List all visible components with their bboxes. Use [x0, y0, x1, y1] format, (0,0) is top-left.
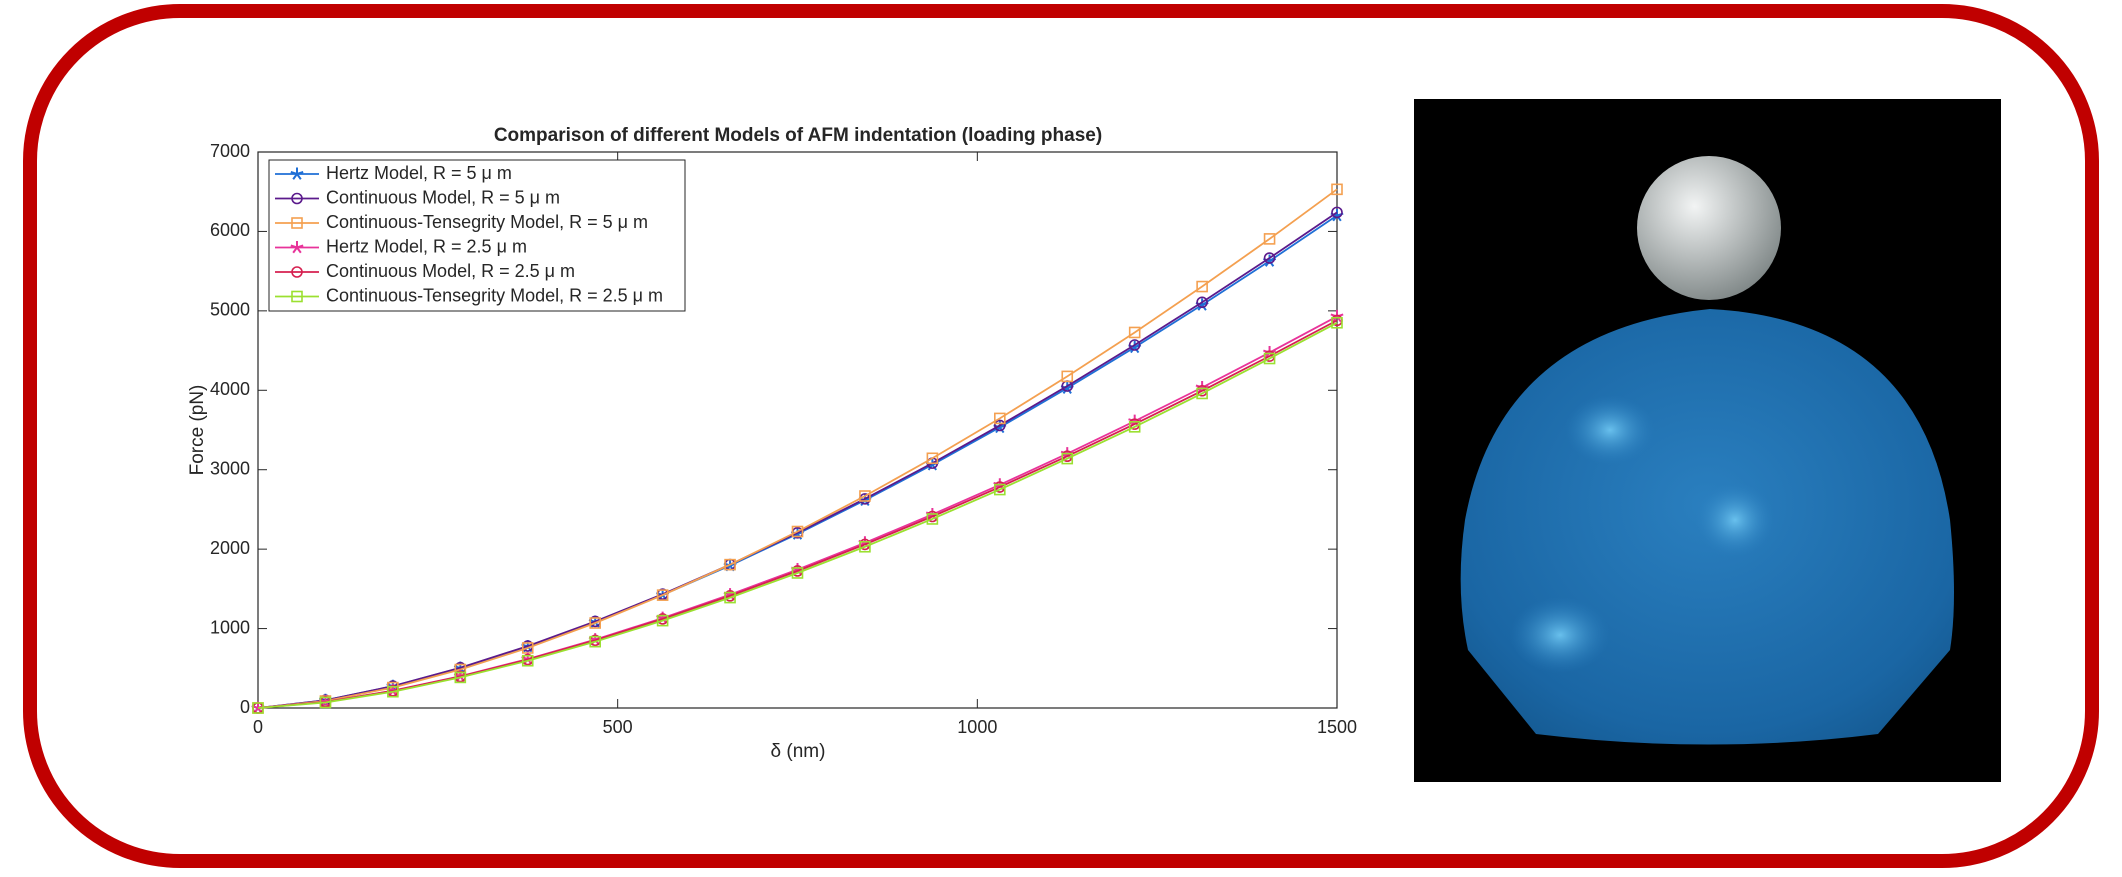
marker [1331, 316, 1343, 329]
marker [319, 696, 332, 709]
marker [1128, 326, 1141, 339]
legend-marker [291, 266, 303, 278]
marker [1128, 339, 1141, 351]
marker [589, 617, 601, 629]
y-tick-label: 1000 [210, 617, 250, 637]
legend-label: Continuous Model, R = 2.5 μ m [326, 261, 575, 281]
y-tick-label: 7000 [210, 141, 250, 161]
marker [859, 540, 871, 553]
marker [1330, 209, 1344, 222]
chart: Comparison of different Models of AFM in… [187, 125, 1357, 762]
marker [1263, 233, 1276, 245]
x-axis-label: δ (nm) [771, 741, 826, 762]
marker [723, 559, 737, 572]
marker [926, 452, 939, 465]
marker [521, 654, 534, 667]
x-tick-label: 1000 [957, 717, 997, 737]
y-tick-label: 6000 [210, 220, 250, 240]
marker [252, 702, 264, 714]
marker [1061, 370, 1074, 383]
marker [1128, 421, 1141, 433]
legend-label: Hertz Model, R = 5 μ m [326, 163, 512, 183]
legend-marker [291, 290, 303, 303]
marker [1330, 309, 1344, 323]
legend-marker [290, 241, 304, 254]
marker [656, 614, 669, 627]
marker [994, 419, 1006, 432]
legend-label: Continuous Model, R = 5 μ m [326, 187, 560, 207]
marker [994, 412, 1006, 425]
y-tick-label: 3000 [210, 458, 250, 478]
series-line [257, 211, 1338, 709]
marker [656, 589, 669, 601]
legend-label: Continuous-Tensegrity Model, R = 5 μ m [326, 212, 648, 232]
legend-label: Continuous-Tensegrity Model, R = 2.5 μ m [326, 285, 663, 305]
y-tick-label: 5000 [210, 300, 250, 320]
y-axis-label: Force (pN) [187, 385, 208, 476]
x-tick-label: 500 [603, 717, 633, 737]
marker [1331, 183, 1343, 196]
y-tick-label: 0 [240, 697, 250, 717]
series-line [257, 188, 1338, 709]
marker [791, 525, 804, 538]
marker [387, 685, 399, 698]
frame [23, 4, 2099, 868]
marker [1331, 206, 1343, 219]
legend: Hertz Model, R = 5 μ m Continuous Model, … [268, 159, 686, 312]
marker [994, 483, 1006, 496]
marker [1196, 296, 1208, 309]
legend-marker [291, 217, 303, 229]
marker [791, 567, 804, 579]
marker [1196, 387, 1208, 400]
marker [589, 635, 601, 648]
legend-box [268, 159, 686, 312]
marker [1263, 252, 1276, 264]
x-tick-label: 1500 [1317, 717, 1357, 737]
marker [1196, 280, 1208, 293]
y-tick-label: 2000 [210, 538, 250, 558]
legend-marker [291, 192, 303, 205]
x-tick-label: 0 [253, 717, 263, 737]
render [1414, 99, 2001, 782]
marker [454, 671, 467, 684]
legend-label: Hertz Model, R = 2.5 μ m [326, 236, 527, 256]
marker [1061, 452, 1074, 465]
marker [1263, 352, 1276, 365]
legend-marker [290, 167, 304, 180]
y-tick-label: 4000 [210, 379, 250, 399]
marker [926, 513, 939, 525]
marker [724, 591, 736, 604]
series-line [257, 321, 1338, 709]
marker [724, 558, 736, 571]
chart-title: Comparison of different Models of AFM in… [494, 125, 1102, 146]
marker [859, 490, 871, 502]
